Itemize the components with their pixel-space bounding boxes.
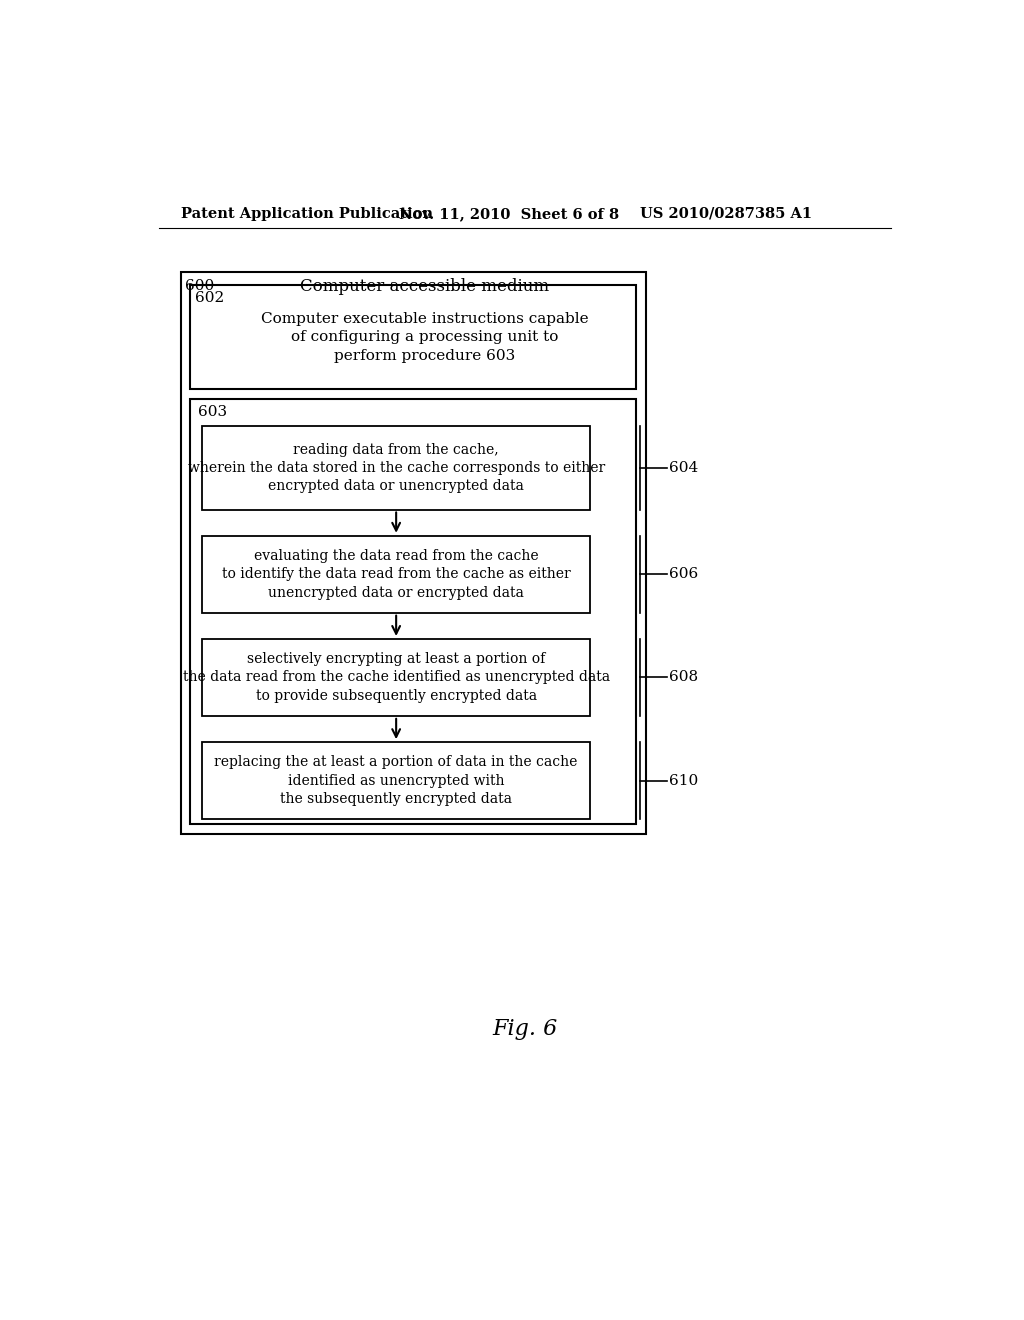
- Bar: [203, 536, 590, 612]
- Text: 604: 604: [669, 461, 698, 475]
- Text: 608: 608: [669, 671, 698, 684]
- Bar: [190, 399, 636, 825]
- Text: 603: 603: [198, 405, 227, 420]
- Bar: [180, 272, 646, 834]
- Text: reading data from the cache,
wherein the data stored in the cache corresponds to: reading data from the cache, wherein the…: [187, 442, 605, 494]
- Text: Computer accessible medium: Computer accessible medium: [300, 277, 550, 294]
- Text: Fig. 6: Fig. 6: [493, 1018, 557, 1040]
- Text: Nov. 11, 2010  Sheet 6 of 8: Nov. 11, 2010 Sheet 6 of 8: [399, 207, 620, 220]
- Bar: [203, 639, 590, 715]
- Text: replacing the at least a portion of data in the cache
identified as unencrypted : replacing the at least a portion of data…: [214, 755, 578, 807]
- Bar: [190, 285, 636, 389]
- Bar: [203, 426, 590, 510]
- Text: Computer executable instructions capable
of configuring a processing unit to
per: Computer executable instructions capable…: [261, 312, 589, 363]
- Text: 606: 606: [669, 568, 698, 581]
- Bar: [203, 742, 590, 818]
- Text: US 2010/0287385 A1: US 2010/0287385 A1: [640, 207, 812, 220]
- Text: 600: 600: [185, 280, 215, 293]
- Text: Patent Application Publication: Patent Application Publication: [180, 207, 433, 220]
- Text: evaluating the data read from the cache
to identify the data read from the cache: evaluating the data read from the cache …: [222, 549, 570, 599]
- Text: selectively encrypting at least a portion of
the data read from the cache identi: selectively encrypting at least a portio…: [182, 652, 609, 702]
- Text: 602: 602: [195, 290, 224, 305]
- Text: 610: 610: [669, 774, 698, 788]
